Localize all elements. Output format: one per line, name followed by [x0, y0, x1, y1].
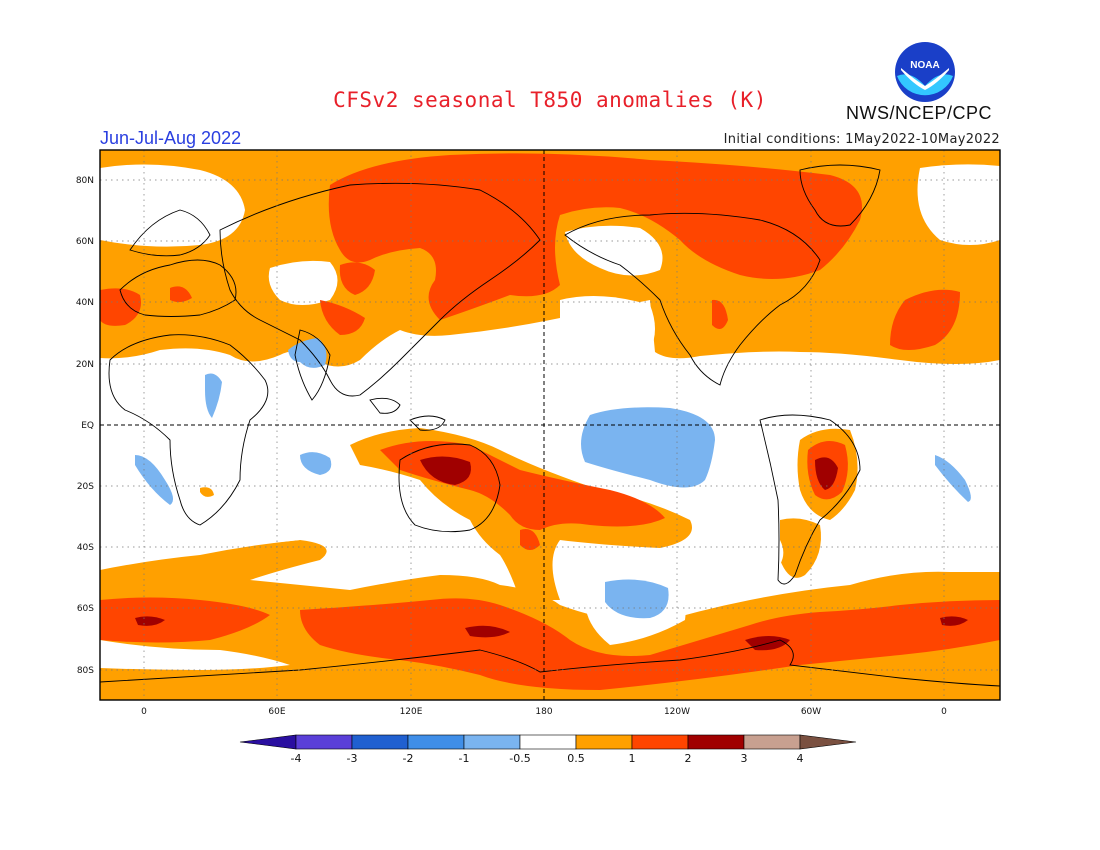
colorbar-swatch [519, 734, 577, 750]
lat-label: EQ [81, 421, 94, 431]
plot-frame [99, 149, 1001, 701]
colorbar-label: -4 [291, 752, 302, 765]
colorbar-swatch [631, 734, 689, 750]
colorbar-swatch [351, 734, 409, 750]
lat-label: 80N [76, 176, 94, 186]
lon-label: 0 [941, 707, 947, 717]
colorbar-label: 3 [741, 752, 748, 765]
lon-label: 60W [801, 707, 821, 717]
lat-label: 20N [76, 360, 94, 370]
colorbar-label: -2 [403, 752, 414, 765]
lat-label: 20S [77, 482, 94, 492]
colorbar-label: 2 [685, 752, 692, 765]
colorbar-swatch [743, 734, 801, 750]
map-title: CFSv2 seasonal T850 anomalies (K) [333, 88, 767, 112]
colorbar-swatch [407, 734, 465, 750]
colorbar-swatch [463, 734, 521, 750]
colorbar-label: 4 [797, 752, 804, 765]
tropical-pacific-cool-region [581, 407, 715, 488]
colorbar-label: -1 [459, 752, 470, 765]
colorbar-label: -3 [347, 752, 358, 765]
arctic-hot-region [328, 153, 862, 320]
colorbar: -4 -3 -2 -1 -0.5 0.5 1 2 3 4 [239, 734, 857, 765]
svg-text:NOAA: NOAA [910, 60, 939, 71]
colorbar-label: -0.5 [509, 752, 530, 765]
lon-label: 120E [400, 707, 423, 717]
coastlines [100, 164, 1000, 687]
lon-label: 180 [535, 707, 552, 717]
lon-axis: 0 60E 120E 180 120W 60W 0 [141, 707, 947, 717]
lat-label: 40S [77, 543, 94, 553]
colorbar-swatch [295, 734, 353, 750]
colorbar-swatch [575, 734, 633, 750]
lat-label: 60N [76, 237, 94, 247]
colorbar-left-extension [239, 734, 297, 750]
lat-label: 80S [77, 666, 94, 676]
colorbar-right-extension [799, 734, 857, 750]
lat-label: 40N [76, 298, 94, 308]
colorbar-label: 0.5 [567, 752, 585, 765]
colorbar-swatch [687, 734, 745, 750]
lat-label: 60S [77, 604, 94, 614]
noaa-logo: NOAA [893, 40, 957, 104]
season-label: Jun-Jul-Aug 2022 [100, 128, 242, 148]
lat-axis: 80N 60N 40N 20N EQ 20S 40S 60S 80S [76, 176, 94, 676]
reference-lines [100, 150, 1000, 700]
lon-label: 120W [664, 707, 690, 717]
lon-label: 0 [141, 707, 147, 717]
colorbar-label: 1 [629, 752, 636, 765]
initial-conditions-label: Initial conditions: 1May2022-10May2022 [723, 132, 1000, 147]
lon-label: 60E [268, 707, 285, 717]
agency-label: NWS/NCEP/CPC [846, 103, 993, 123]
